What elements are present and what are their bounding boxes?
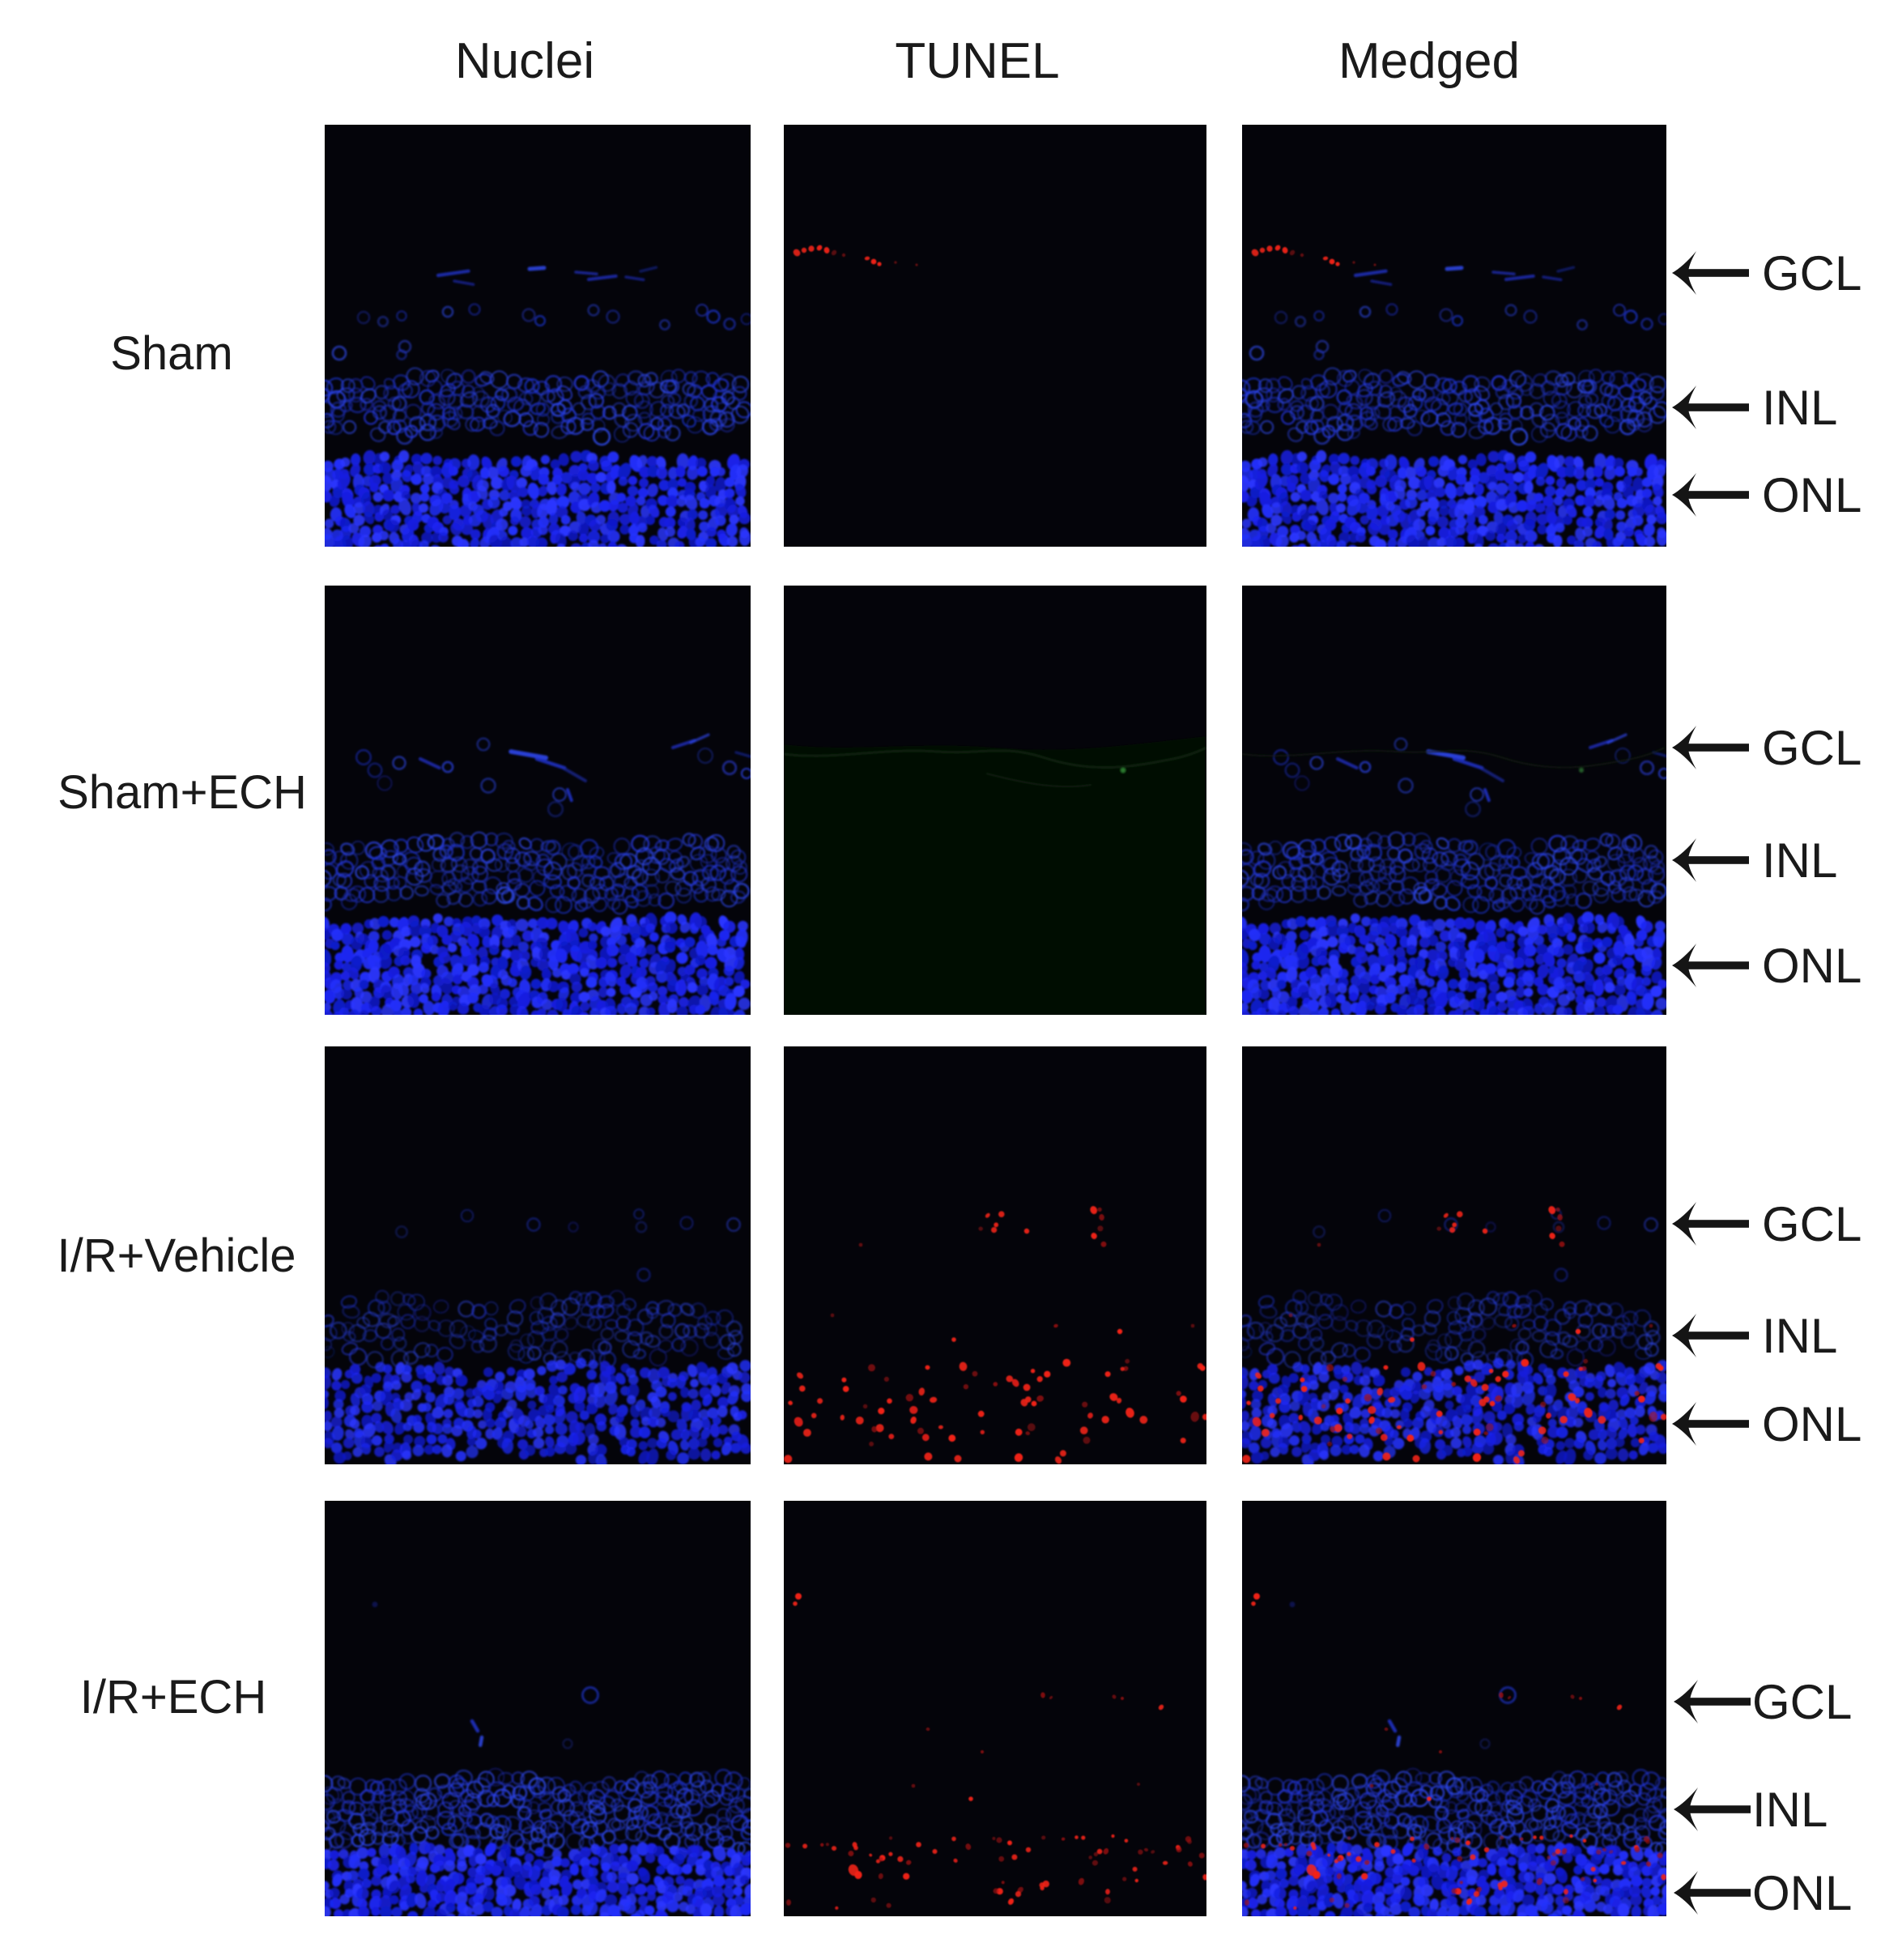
svg-text:GCL: GCL (1762, 1197, 1862, 1251)
svg-text:INL: INL (1762, 381, 1837, 435)
svg-text:INL: INL (1762, 1309, 1837, 1363)
svg-text:GCL: GCL (1752, 1675, 1852, 1729)
svg-text:Medged: Medged (1338, 33, 1520, 89)
svg-text:ONL: ONL (1762, 468, 1862, 522)
svg-text:ONL: ONL (1762, 939, 1862, 993)
svg-text:TUNEL: TUNEL (895, 33, 1059, 89)
svg-text:INL: INL (1762, 833, 1837, 888)
svg-text:ONL: ONL (1762, 1397, 1862, 1451)
svg-text:INL: INL (1752, 1783, 1828, 1837)
svg-text:Nuclei: Nuclei (455, 33, 594, 89)
svg-text:Sham+ECH: Sham+ECH (57, 766, 307, 819)
svg-text:Sham: Sham (110, 327, 233, 380)
svg-text:GCL: GCL (1762, 246, 1862, 300)
svg-text:GCL: GCL (1762, 721, 1862, 775)
svg-text:ONL: ONL (1752, 1866, 1852, 1920)
svg-text:I/R+ECH: I/R+ECH (80, 1671, 266, 1724)
svg-text:I/R+Vehicle: I/R+Vehicle (57, 1229, 296, 1282)
